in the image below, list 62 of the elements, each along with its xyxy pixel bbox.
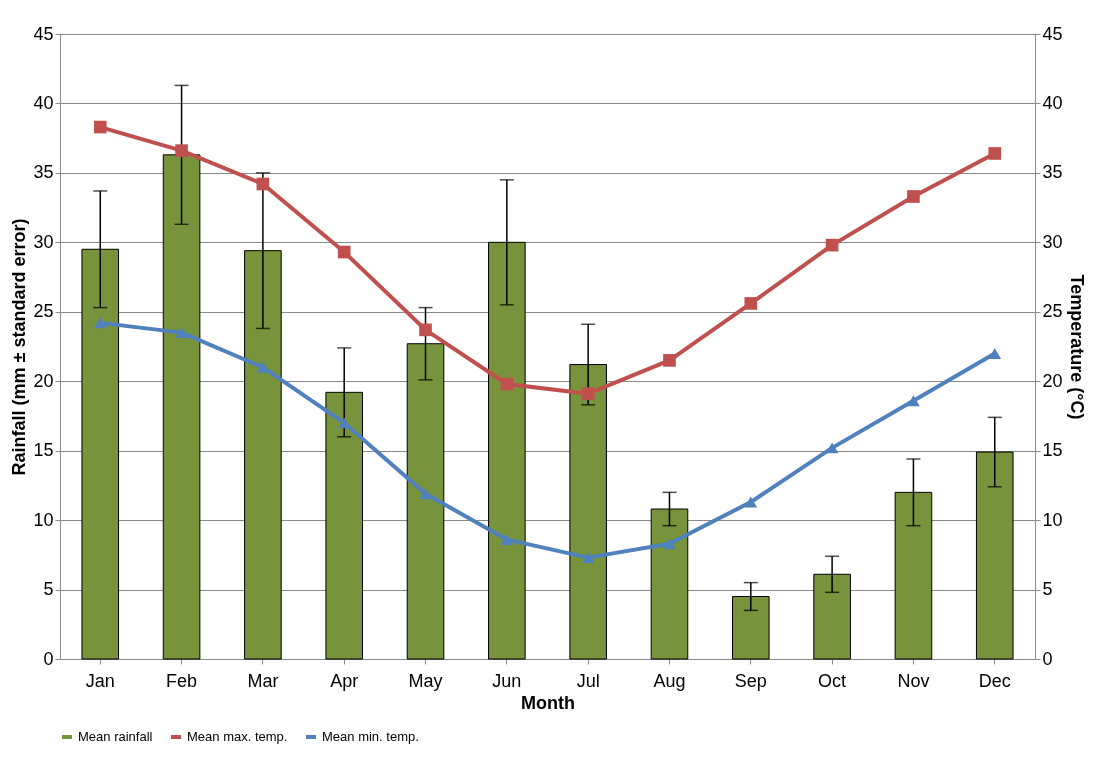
y-tick-label: 15 [33, 440, 54, 461]
point [663, 354, 676, 367]
point [581, 387, 595, 401]
x-tick-label: Oct [818, 670, 847, 691]
point [337, 417, 351, 429]
y-tick-label: 30 [33, 231, 54, 252]
legend-label: Mean rainfall [78, 729, 153, 744]
y-tick-label: 20 [33, 370, 54, 391]
point [988, 147, 1002, 160]
legend-label: Mean min. temp. [322, 729, 419, 744]
point [256, 361, 270, 373]
y2-tick-label: 40 [1042, 92, 1063, 113]
x-tick-label: Jul [576, 670, 600, 691]
point [175, 144, 188, 157]
point [825, 442, 839, 454]
y2-tick-label: 45 [1042, 23, 1063, 44]
point [825, 238, 839, 252]
y2-tick-label: 0 [1042, 648, 1053, 669]
y2-tick-label: 10 [1042, 509, 1063, 530]
x-tick-label: Sep [734, 670, 767, 691]
y-tick-label: 40 [33, 92, 54, 113]
y2-tick-label: 15 [1042, 440, 1063, 461]
y-tick-label: 25 [33, 301, 54, 322]
x-axis-title: Month [521, 692, 575, 713]
x-tick-label: Jan [85, 670, 115, 691]
point [419, 488, 432, 500]
point [988, 347, 1002, 359]
point [500, 377, 514, 391]
point [907, 395, 920, 407]
y-tick-label: 0 [43, 648, 54, 669]
y2-tick-label: 20 [1042, 370, 1063, 391]
y2-axis-title: Temperature (°C) [1066, 274, 1087, 420]
x-tick-label: Nov [897, 670, 930, 691]
point [175, 327, 188, 339]
x-tick-label: May [408, 670, 443, 691]
y2-tick-label: 35 [1042, 162, 1063, 183]
point [93, 120, 107, 134]
point [256, 177, 270, 191]
point [93, 317, 107, 329]
y-tick-label: 45 [33, 23, 54, 44]
x-tick-label: Dec [978, 670, 1011, 691]
x-tick-label: Jun [492, 670, 522, 691]
y2-tick-label: 25 [1042, 301, 1063, 322]
legend-label: Mean max. temp. [187, 729, 288, 744]
point [744, 297, 758, 310]
x-tick-label: Feb [166, 670, 198, 691]
y-tick-label: 10 [33, 509, 54, 530]
y2-tick-label: 30 [1042, 231, 1063, 252]
point [419, 323, 432, 337]
point [337, 245, 351, 259]
point [744, 496, 758, 508]
y-tick-label: 35 [33, 162, 54, 183]
point [581, 552, 595, 564]
y-tick-label: 5 [43, 579, 54, 600]
x-tick-label: Apr [330, 670, 359, 691]
y-axis-title: Rainfall (mm ± standard error) [9, 218, 30, 476]
point [500, 534, 514, 546]
x-tick-label: Mar [247, 670, 279, 691]
point [663, 538, 676, 550]
x-tick-label: Aug [653, 670, 686, 691]
y2-tick-label: 5 [1042, 579, 1053, 600]
point [907, 190, 920, 203]
